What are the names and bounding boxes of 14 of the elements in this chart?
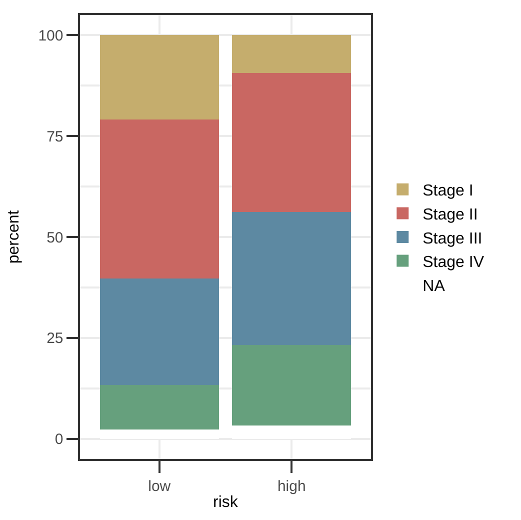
legend-label: Stage II: [422, 206, 478, 224]
y-tick-label: 100: [38, 27, 64, 44]
y-tick-label: 75: [46, 128, 64, 146]
y-tick-label: 0: [54, 431, 64, 448]
text: NA: [422, 278, 446, 295]
legend-label: Stage I: [422, 182, 474, 200]
y-tick-label: 50: [46, 229, 64, 246]
x-axis-title: risk: [213, 494, 239, 511]
legend-label: Stage III: [422, 230, 482, 248]
x-tick-label: high: [277, 478, 306, 495]
x-tick-label: low: [148, 478, 171, 495]
y-tick-label: 25: [46, 330, 64, 348]
y-axis-title: percent: [6, 210, 23, 264]
legend-label: Stage IV: [422, 254, 484, 272]
